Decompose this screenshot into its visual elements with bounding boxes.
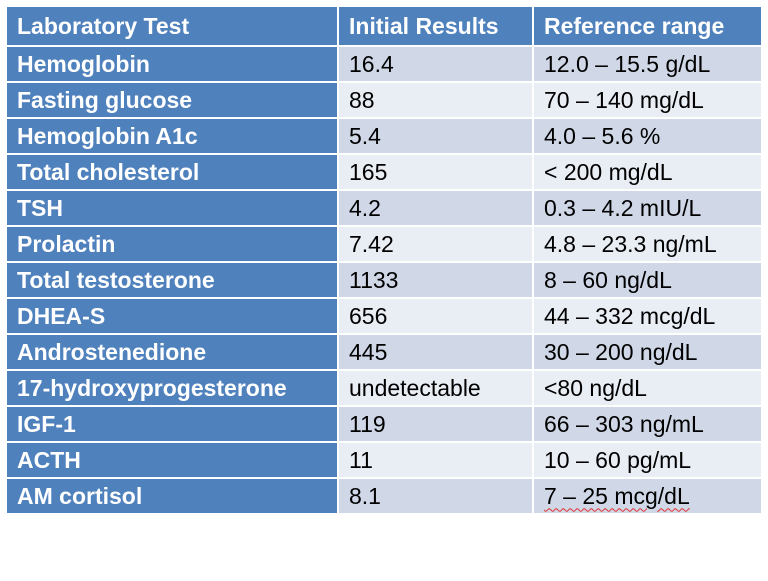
test-reference-range: < 200 mg/dL xyxy=(532,153,763,191)
test-name: 17-hydroxyprogesterone xyxy=(5,369,339,407)
table-row: TSH 4.2 0.3 – 4.2 mIU/L xyxy=(5,189,763,227)
test-result: 165 xyxy=(337,153,534,191)
test-reference-range: 30 – 200 ng/dL xyxy=(532,333,763,371)
test-reference-range: 4.8 – 23.3 ng/mL xyxy=(532,225,763,263)
test-result: 656 xyxy=(337,297,534,335)
test-name: TSH xyxy=(5,189,339,227)
test-result: undetectable xyxy=(337,369,534,407)
table-row: Total testosterone 1133 8 – 60 ng/dL xyxy=(5,261,763,299)
test-result: 119 xyxy=(337,405,534,443)
header-initial-results: Initial Results xyxy=(337,5,534,47)
test-reference-range: 10 – 60 pg/mL xyxy=(532,441,763,479)
table-row: Hemoglobin 16.4 12.0 – 15.5 g/dL xyxy=(5,45,763,83)
table-row: Androstenedione 445 30 – 200 ng/dL xyxy=(5,333,763,371)
test-name: Total testosterone xyxy=(5,261,339,299)
test-reference-range: <80 ng/dL xyxy=(532,369,763,407)
header-laboratory-test: Laboratory Test xyxy=(5,5,339,47)
test-result: 4.2 xyxy=(337,189,534,227)
test-name: DHEA-S xyxy=(5,297,339,335)
test-result: 5.4 xyxy=(337,117,534,155)
test-reference-range: 7 – 25 mcg/dL xyxy=(532,477,763,515)
test-name: Fasting glucose xyxy=(5,81,339,119)
table-row: ACTH 11 10 – 60 pg/mL xyxy=(5,441,763,479)
test-name: Androstenedione xyxy=(5,333,339,371)
lab-results-table: Laboratory Test Initial Results Referenc… xyxy=(5,5,763,515)
table-row: IGF-1 119 66 – 303 ng/mL xyxy=(5,405,763,443)
table-header: Laboratory Test Initial Results Referenc… xyxy=(5,5,763,47)
test-name: Hemoglobin A1c xyxy=(5,117,339,155)
test-result: 8.1 xyxy=(337,477,534,515)
table-row: DHEA-S 656 44 – 332 mcg/dL xyxy=(5,297,763,335)
test-result: 11 xyxy=(337,441,534,479)
table-row: Fasting glucose 88 70 – 140 mg/dL xyxy=(5,81,763,119)
header-reference-range: Reference range xyxy=(532,5,763,47)
test-result: 445 xyxy=(337,333,534,371)
header-row: Laboratory Test Initial Results Referenc… xyxy=(5,5,763,47)
table-row: Total cholesterol 165 < 200 mg/dL xyxy=(5,153,763,191)
test-reference-range: 0.3 – 4.2 mIU/L xyxy=(532,189,763,227)
test-reference-range: 44 – 332 mcg/dL xyxy=(532,297,763,335)
table-row: Prolactin 7.42 4.8 – 23.3 ng/mL xyxy=(5,225,763,263)
test-name: Hemoglobin xyxy=(5,45,339,83)
test-reference-range: 4.0 – 5.6 % xyxy=(532,117,763,155)
table-row: Hemoglobin A1c 5.4 4.0 – 5.6 % xyxy=(5,117,763,155)
table-row: AM cortisol 8.1 7 – 25 mcg/dL xyxy=(5,477,763,515)
test-reference-range: 12.0 – 15.5 g/dL xyxy=(532,45,763,83)
test-reference-range: 66 – 303 ng/mL xyxy=(532,405,763,443)
test-result: 1133 xyxy=(337,261,534,299)
test-reference-range: 70 – 140 mg/dL xyxy=(532,81,763,119)
test-reference-range: 8 – 60 ng/dL xyxy=(532,261,763,299)
test-name: Prolactin xyxy=(5,225,339,263)
test-name: ACTH xyxy=(5,441,339,479)
test-result: 88 xyxy=(337,81,534,119)
test-name: AM cortisol xyxy=(5,477,339,515)
table-row: 17-hydroxyprogesterone undetectable <80 … xyxy=(5,369,763,407)
test-name: IGF-1 xyxy=(5,405,339,443)
test-result: 16.4 xyxy=(337,45,534,83)
table-body: Hemoglobin 16.4 12.0 – 15.5 g/dL Fasting… xyxy=(5,45,763,515)
test-name: Total cholesterol xyxy=(5,153,339,191)
test-result: 7.42 xyxy=(337,225,534,263)
